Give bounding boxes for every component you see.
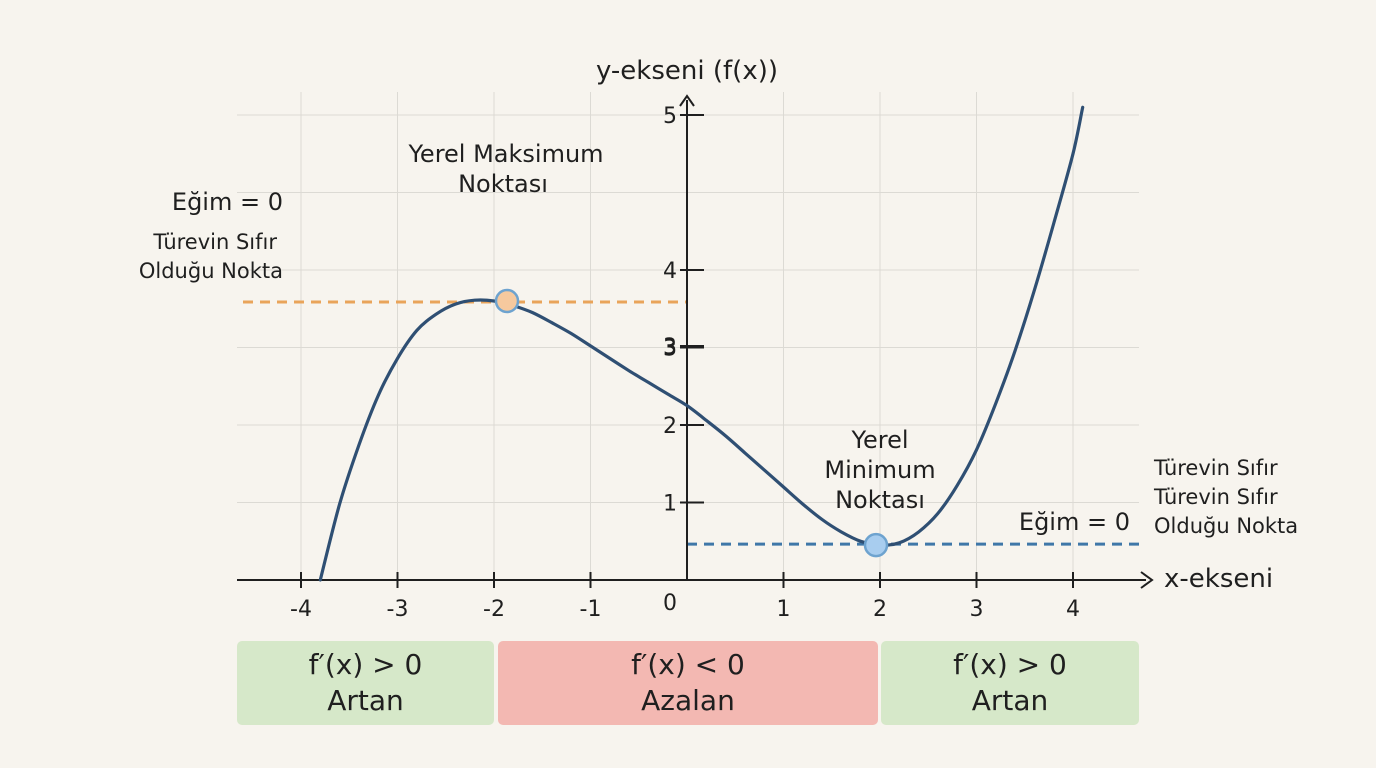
x-tick-label: -1 xyxy=(580,597,602,622)
function-curve xyxy=(318,105,1085,582)
local-min-point xyxy=(863,532,889,558)
interval-label: Artan xyxy=(971,684,1049,717)
left-note: Türevin Sıfır xyxy=(152,230,277,254)
right-note: Türevin Sıfır xyxy=(1153,485,1278,509)
axes xyxy=(237,94,1154,589)
right-slope-label: Eğim = 0 xyxy=(1019,508,1130,536)
slope-guides xyxy=(243,300,1139,546)
interval-band: f′(x) > 0 Artan xyxy=(881,641,1139,725)
x-tick-label: 1 xyxy=(777,597,791,622)
interval-label: Artan xyxy=(327,684,404,717)
x-axis-title: x-ekseni xyxy=(1164,564,1273,594)
x-tick-label: 3 xyxy=(970,597,984,622)
interval-label: Azalan xyxy=(641,684,735,717)
y-axis-arrow xyxy=(679,94,695,107)
x-tick-label: 0 xyxy=(663,591,677,616)
critical-points xyxy=(494,288,889,558)
interval-band: f′(x) > 0 Artan xyxy=(237,641,494,725)
interval-formula: f′(x) > 0 xyxy=(308,648,423,681)
right-note: Olduğu Nokta xyxy=(1154,514,1298,538)
y-tick-label: 5 xyxy=(663,104,677,129)
local-max-label: Yerel Maksimum xyxy=(407,140,603,168)
right-note: Türevin Sıfır xyxy=(1153,456,1278,480)
y-tick-label: 3 xyxy=(663,337,677,362)
local-max-label: Noktası xyxy=(458,170,548,198)
local-min-label: Minimum xyxy=(824,456,935,484)
interval-formula: f′(x) < 0 xyxy=(631,648,745,681)
x-tick-label: -2 xyxy=(483,597,505,622)
left-note: Olduğu Nokta xyxy=(139,259,283,283)
local-max-point xyxy=(494,288,520,314)
local-min-label: Yerel xyxy=(850,426,908,454)
y-tick-label: 1 xyxy=(663,492,677,517)
x-tick-label: -4 xyxy=(290,597,312,622)
y-tick-label: 3 xyxy=(663,335,677,360)
y-tick-label: 2 xyxy=(663,414,677,439)
y-axis-title: y-ekseni (f(x)) xyxy=(596,56,778,86)
x-tick-label: -3 xyxy=(387,597,409,622)
y-tick-label: 4 xyxy=(663,259,677,284)
x-tick-label: 2 xyxy=(873,597,887,622)
x-axis-arrow xyxy=(1140,571,1154,589)
left-slope-label: Eğim = 0 xyxy=(172,188,283,216)
x-tick-label: 4 xyxy=(1066,597,1080,622)
interval-formula: f′(x) > 0 xyxy=(953,648,1067,681)
local-min-label: Noktası xyxy=(835,486,925,514)
interval-band: f′(x) < 0 Azalan xyxy=(498,641,878,725)
